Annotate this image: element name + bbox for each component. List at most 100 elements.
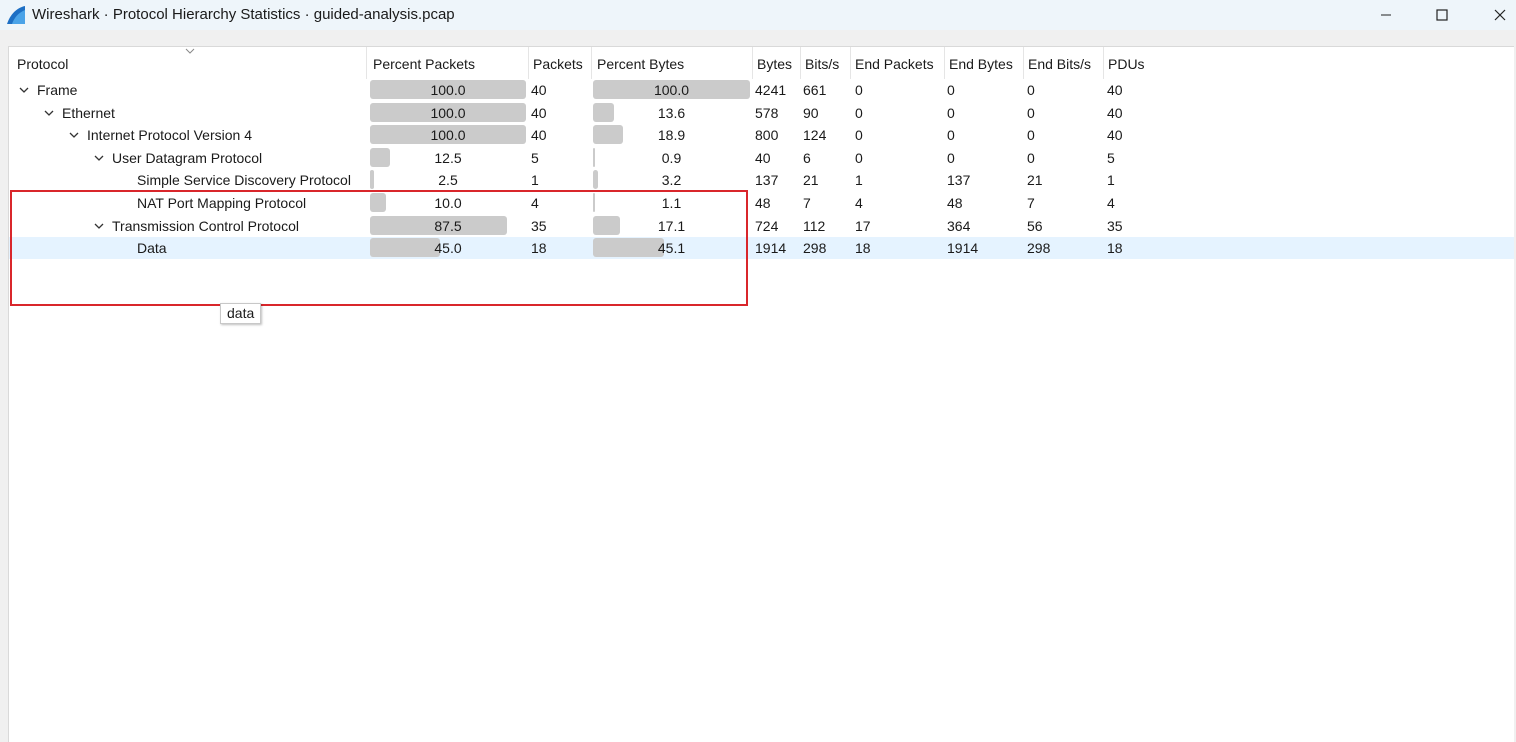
header-pdus[interactable]: PDUs xyxy=(1108,56,1145,72)
percent-packets-cell-value: 87.5 xyxy=(434,217,462,234)
bytes-cell: 578 xyxy=(755,104,779,121)
percent-packets-cell-bar xyxy=(370,147,390,167)
percent-packets-cell-value: 12.5 xyxy=(434,149,462,166)
bytes-cell: 4241 xyxy=(755,82,787,98)
tree-row[interactable]: Ethernet 100.0 13.6 40 578 90 0 0 0 40 xyxy=(9,102,1515,124)
packets-cell: 40 xyxy=(531,127,547,144)
protocol-name: User Datagram Protocol xyxy=(112,149,263,166)
protocol-cell: Transmission Control Protocol xyxy=(92,215,299,237)
percent-bytes-cell: 13.6 xyxy=(593,102,750,124)
header-end-bits-s[interactable]: End Bits/s xyxy=(1024,47,1104,79)
sort-chevron-icon xyxy=(185,48,195,54)
pdus-cell: 40 xyxy=(1107,127,1123,144)
protocol-name: Ethernet xyxy=(62,104,115,121)
protocol-hierarchy-tree[interactable]: Protocol Percent Packets Packets Percent… xyxy=(8,46,1515,742)
chevron-down-icon[interactable] xyxy=(42,106,56,120)
percent-bytes-cell-bar xyxy=(593,125,623,145)
protocol-name: Simple Service Discovery Protocol xyxy=(137,172,351,189)
header-packets[interactable]: Packets xyxy=(529,47,592,79)
end-bits-s-cell: 21 xyxy=(1027,172,1043,189)
end-bytes-cell: 1914 xyxy=(947,240,979,257)
close-icon xyxy=(1494,9,1506,21)
percent-bytes-cell-value: 100.0 xyxy=(653,82,690,98)
percent-packets-cell-value: 100.0 xyxy=(430,82,466,98)
end-packets-cell: 0 xyxy=(855,104,863,121)
tree-row[interactable]: Internet Protocol Version 4 100.0 18.9 40 80… xyxy=(9,124,1515,146)
header-percent-bytes[interactable]: Percent Bytes xyxy=(593,47,753,79)
close-button[interactable] xyxy=(1471,0,1516,30)
packets-cell: 18 xyxy=(531,240,547,257)
percent-bytes-cell: 17.1 xyxy=(593,215,750,237)
end-bytes-cell: 0 xyxy=(947,82,955,98)
header-end-bytes[interactable]: End Bytes xyxy=(945,47,1024,79)
end-bytes-cell: 0 xyxy=(947,104,955,121)
percent-packets-cell: 2.5 xyxy=(370,169,526,191)
protocol-name: Frame xyxy=(37,82,78,98)
end-packets-cell: 0 xyxy=(855,82,863,98)
packets-cell: 1 xyxy=(531,172,539,189)
minimize-button[interactable] xyxy=(1357,0,1415,30)
end-bytes-cell: 0 xyxy=(947,127,955,144)
chevron-down-icon[interactable] xyxy=(92,151,106,165)
chevron-down-icon[interactable] xyxy=(67,128,81,142)
pdus-cell: 18 xyxy=(1107,240,1123,257)
bits-s-cell: 6 xyxy=(803,149,811,166)
percent-bytes-cell-bar xyxy=(593,215,620,235)
header-bits-s[interactable]: Bits/s xyxy=(801,47,851,79)
no-expander xyxy=(117,241,131,255)
protocol-cell: Frame xyxy=(17,79,77,101)
pdus-cell: 4 xyxy=(1107,195,1115,211)
tree-row[interactable]: Simple Service Discovery Protocol 2.5 3.2 1… xyxy=(9,169,1515,191)
tree-row[interactable]: User Datagram Protocol 12.5 0.9 5 40 6 0 0 0 5 xyxy=(9,147,1515,169)
percent-packets-cell: 100.0 xyxy=(370,102,526,124)
protocol-name: Transmission Control Protocol xyxy=(112,217,299,234)
pdus-cell: 1 xyxy=(1107,172,1115,189)
percent-bytes-cell-bar xyxy=(593,193,595,212)
percent-bytes-cell-value: 0.9 xyxy=(661,149,682,166)
tree-row[interactable]: NAT Port Mapping Protocol 10.0 1.1 4 48 7 4 48 7… xyxy=(9,192,1515,214)
protocol-name: NAT Port Mapping Protocol xyxy=(137,195,307,211)
percent-bytes-cell-bar xyxy=(593,238,664,258)
header-protocol[interactable]: Protocol xyxy=(13,47,367,79)
end-bytes-cell: 137 xyxy=(947,172,971,189)
end-bits-s-cell: 0 xyxy=(1027,104,1035,121)
maximize-button[interactable] xyxy=(1413,0,1471,30)
percent-bytes-cell-value: 1.1 xyxy=(661,195,682,211)
end-bytes-cell: 48 xyxy=(947,195,963,211)
bytes-cell: 724 xyxy=(755,217,779,234)
tree-row[interactable]: Transmission Control Protocol 87.5 17.1 35 7… xyxy=(9,215,1515,237)
packets-cell: 4 xyxy=(531,195,539,211)
percent-packets-cell-bar xyxy=(370,125,526,145)
percent-bytes-cell: 1.1 xyxy=(593,192,750,214)
end-bits-s-cell: 0 xyxy=(1027,127,1035,144)
chevron-down-icon[interactable] xyxy=(17,83,31,97)
end-bits-s-cell: 0 xyxy=(1027,149,1035,166)
protocol-cell: Internet Protocol Version 4 xyxy=(67,124,252,146)
percent-packets-cell-bar xyxy=(370,170,374,190)
percent-packets-cell-value: 100.0 xyxy=(430,104,466,121)
bits-s-cell: 661 xyxy=(803,82,827,98)
pdus-cell: 35 xyxy=(1107,217,1123,234)
tree-header: Protocol Percent Packets Packets Percent… xyxy=(9,47,1515,79)
protocol-name: Data xyxy=(137,240,167,257)
end-packets-cell: 0 xyxy=(855,149,863,166)
end-packets-cell: 0 xyxy=(855,127,863,144)
header-end-packets[interactable]: End Packets xyxy=(851,47,945,79)
bytes-cell: 48 xyxy=(755,195,771,211)
percent-bytes-cell: 18.9 xyxy=(593,124,750,146)
percent-bytes-cell-bar xyxy=(593,170,599,190)
header-bytes[interactable]: Bytes xyxy=(753,47,801,79)
tree-row[interactable]: Frame 100.0 100.0 40 4241 661 0 0 0 40 xyxy=(9,79,1515,101)
header-percent-packets[interactable]: Percent Packets xyxy=(369,47,529,79)
percent-bytes-cell-value: 45.1 xyxy=(657,240,686,257)
protocol-cell: User Datagram Protocol xyxy=(92,147,262,169)
window-edge xyxy=(1514,46,1516,742)
end-packets-cell: 1 xyxy=(855,172,863,189)
wireshark-fin-icon xyxy=(7,6,25,24)
no-expander xyxy=(117,196,131,210)
percent-bytes-cell-bar xyxy=(593,147,595,167)
chevron-down-icon[interactable] xyxy=(92,219,106,233)
percent-bytes-cell: 3.2 xyxy=(593,169,750,191)
tree-row[interactable]: Data 45.0 45.1 18 1914 298 18 1914 298 18 xyxy=(9,237,1515,260)
bytes-cell: 40 xyxy=(755,149,771,166)
